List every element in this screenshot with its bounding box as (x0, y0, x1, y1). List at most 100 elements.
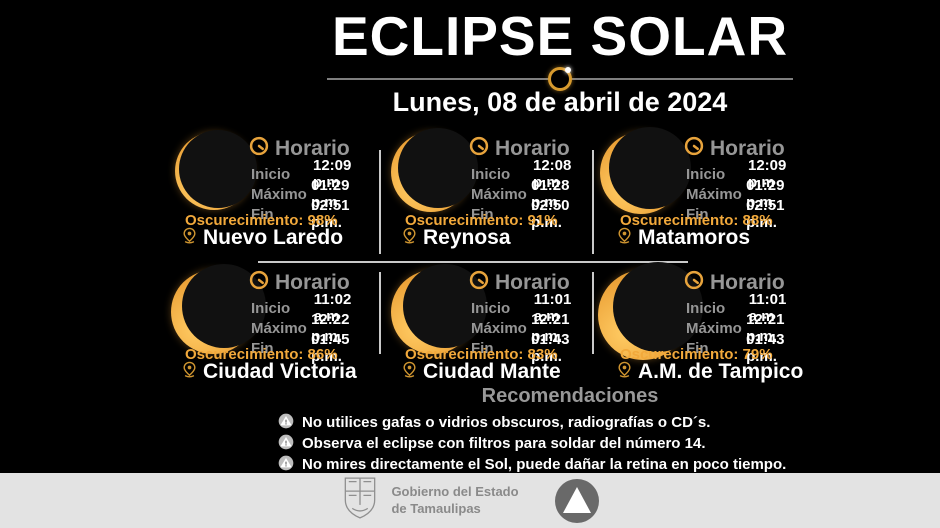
warning-triangle-icon (278, 455, 294, 475)
obscuration-label: Oscurecimiento: 88% (620, 212, 773, 229)
time-value: 12:21 p.m. (746, 311, 785, 345)
time-label: Inicio (251, 299, 291, 317)
time-label: Inicio (686, 165, 726, 183)
obscuration-label: Oscurecimiento: 83% (405, 346, 558, 363)
city-card: Horario Inicio 11:02 a.m Máximo 12:22 p.m.… (165, 258, 380, 390)
column-divider (592, 272, 594, 354)
list-item: No mires directamente el Sol, puede daña… (278, 454, 786, 475)
city-card: Horario Inicio 12:08 p.m Máximo 01:28 p.m.… (385, 124, 600, 256)
times-table: Inicio 12:09 p.m Máximo 01:29 p.m. Fin 02:5… (686, 157, 815, 231)
time-label: Fin (686, 205, 709, 223)
time-value: 02:51 p.m. (311, 197, 350, 231)
city-card: Horario Inicio 11:01 a.m Máximo 12:21 p.m.… (598, 258, 815, 390)
time-label: Máximo (251, 319, 307, 337)
time-label: Inicio (686, 299, 726, 317)
time-value: 12:09 p.m (747, 157, 787, 191)
time-label: Inicio (251, 165, 291, 183)
horario-heading: Horario (495, 136, 570, 160)
time-value: 02:50 p.m. (531, 197, 570, 231)
government-line1: Gobierno del Estado (391, 484, 519, 500)
government-label: Gobierno del Estado de Tamaulipas (391, 484, 518, 517)
time-label: Inicio (471, 299, 511, 317)
time-label: Máximo (471, 185, 527, 203)
time-label: Fin (471, 205, 494, 223)
time-value: 01:43 p.m. (746, 331, 785, 365)
eclipse-moon-image (600, 127, 691, 214)
column-divider (379, 150, 381, 254)
page-title: ECLIPSE SOLAR (331, 5, 789, 67)
list-item: Observa el eclipse con filtros para sold… (278, 433, 786, 454)
city-name: Ciudad Mante (423, 360, 561, 383)
recommendations-heading: Recomendaciones (481, 385, 659, 407)
civil-protection-triangle-icon (554, 478, 599, 523)
time-value: 12:09 p.m (312, 157, 352, 191)
list-item: No utilices gafas o vidrios obscuros, ra… (278, 412, 786, 433)
clock-icon (249, 136, 269, 161)
city-cards-grid: Horario Inicio 12:09 p.m Máximo 01:29 p.m.… (162, 124, 832, 392)
city-card: Horario Inicio 12:09 p.m Máximo 01:29 p.m.… (600, 124, 815, 256)
time-label: Máximo (251, 185, 307, 203)
time-label: Máximo (686, 185, 742, 203)
eclipse-moon-image (171, 264, 266, 354)
recommendations-list: No utilices gafas o vidrios obscuros, ra… (278, 412, 786, 475)
time-label: Inicio (471, 165, 511, 183)
location-pin-icon (401, 226, 418, 250)
time-value: 01:45 p.m. (311, 331, 350, 365)
warning-triangle-icon (278, 413, 294, 433)
column-divider (592, 150, 594, 254)
row-divider (258, 261, 688, 263)
recommendation-text: Observa el eclipse con filtros para sold… (302, 435, 706, 452)
city-name: Reynosa (423, 226, 511, 249)
government-line2: de Tamaulipas (391, 500, 481, 516)
obscuration-label: Oscurecimiento: 98% (185, 212, 338, 229)
time-value: 02:51 p.m. (746, 197, 785, 231)
recommendation-text: No utilices gafas o vidrios obscuros, ra… (302, 414, 711, 431)
recommendation-text: No mires directamente el Sol, puede daña… (302, 456, 787, 473)
city-name: A.M. de Tampico (638, 360, 804, 383)
obscuration-label: Oscurecimiento: 86% (185, 346, 338, 363)
times-table: Inicio 11:01 a.m Máximo 12:21 p.m. Fin 01:4… (471, 291, 600, 365)
clock-icon (684, 136, 704, 161)
clock-icon (469, 136, 489, 161)
times-table: Inicio 12:08 p.m Máximo 01:28 p.m. Fin 02:5… (471, 157, 600, 231)
clock-icon (469, 270, 489, 295)
location-pin-icon (181, 360, 198, 384)
clock-icon (249, 270, 269, 295)
times-table: Inicio 12:09 p.m Máximo 01:29 p.m. Fin 02:5… (251, 157, 380, 231)
horario-heading: Horario (275, 270, 350, 294)
time-label: Fin (471, 339, 494, 357)
city-name: Ciudad Victoria (203, 360, 357, 383)
location-pin-icon (181, 226, 198, 250)
time-label: Fin (251, 339, 274, 357)
time-value: 01:43 p.m. (531, 331, 570, 365)
footer-bar: Gobierno del Estado de Tamaulipas (0, 473, 940, 528)
time-value: 12:21 p.m. (531, 311, 570, 345)
horario-heading: Horario (710, 136, 785, 160)
time-value: 11:01 a.m (748, 291, 787, 325)
time-value: 11:01 a.m (533, 291, 572, 325)
obscuration-label: Oscurecimiento: 91% (405, 212, 558, 229)
city-card: Horario Inicio 12:09 p.m Máximo 01:29 p.m.… (165, 124, 380, 256)
time-label: Fin (686, 339, 709, 357)
eclipse-moon-image (175, 130, 257, 210)
column-divider (379, 272, 381, 354)
time-value: 12:08 p.m (532, 157, 572, 191)
event-date: Lunes, 08 de abril de 2024 (392, 87, 728, 117)
times-table: Inicio 11:01 a.m Máximo 12:21 p.m. Fin 01:4… (686, 291, 815, 365)
horario-heading: Horario (495, 270, 570, 294)
location-pin-icon (401, 360, 418, 384)
location-pin-icon (616, 226, 633, 250)
time-value: 01:28 p.m. (531, 177, 570, 211)
horario-heading: Horario (275, 136, 350, 160)
city-name: Nuevo Laredo (203, 226, 344, 249)
time-value: 11:02 a.m (313, 291, 352, 325)
time-value: 12:22 p.m. (311, 311, 350, 345)
time-label: Fin (251, 205, 274, 223)
horario-heading: Horario (710, 270, 785, 294)
warning-triangle-icon (278, 434, 294, 454)
time-value: 01:29 p.m. (746, 177, 785, 211)
eclipse-moon-image (391, 264, 487, 354)
time-label: Máximo (686, 319, 742, 337)
tamaulipas-shield-icon (341, 475, 379, 526)
